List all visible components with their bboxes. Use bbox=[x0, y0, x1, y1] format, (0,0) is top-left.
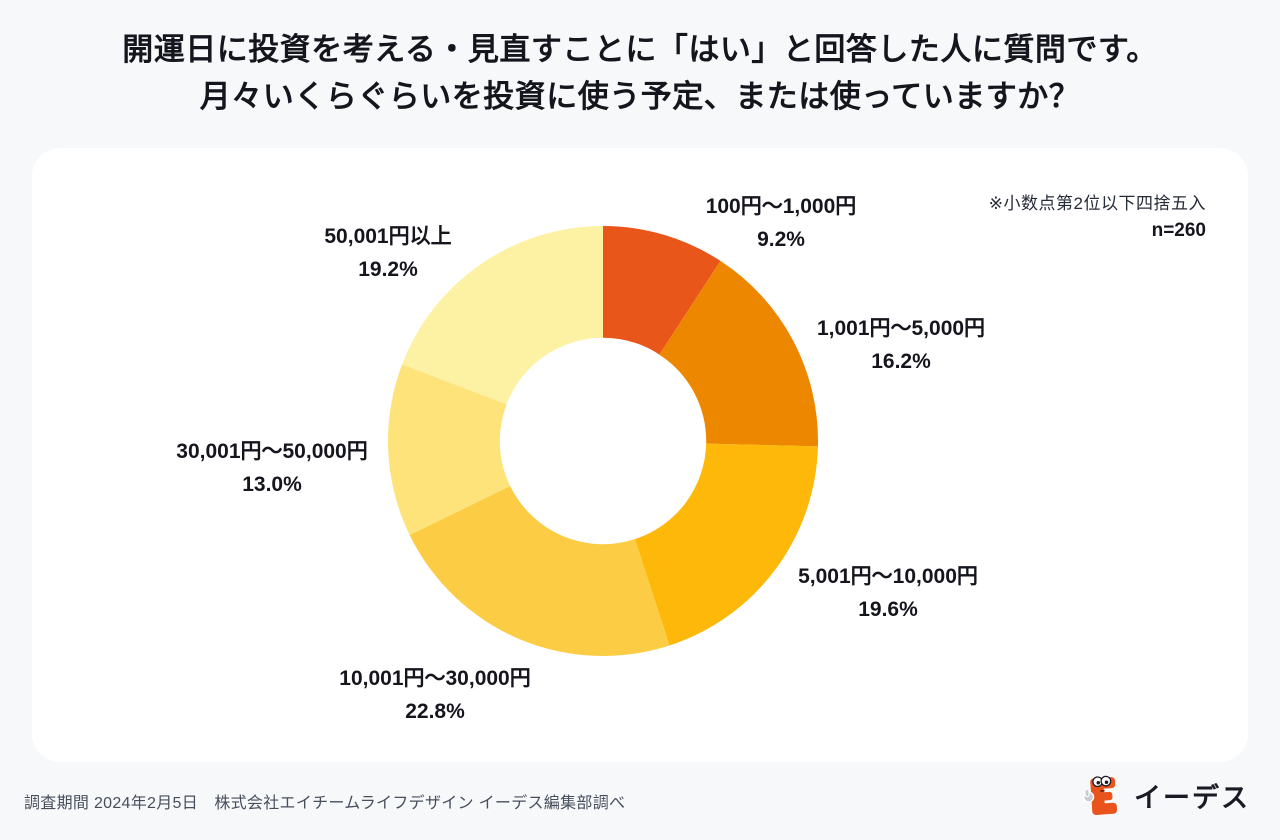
segment-range: 30,001円〜50,000円 bbox=[176, 440, 368, 463]
segment-percent: 13.0% bbox=[242, 473, 302, 496]
page-title-line2: 月々いくらぐらいを投資に使う予定、または使っていますか？ bbox=[199, 79, 1081, 114]
donut-segment bbox=[603, 226, 721, 355]
donut-chart bbox=[388, 226, 818, 656]
segment-range: 1,001円〜5,000円 bbox=[816, 317, 986, 340]
donut-segment bbox=[409, 486, 670, 656]
donut-segment bbox=[659, 260, 818, 447]
donut-segment bbox=[388, 364, 511, 535]
segment-label: 10,001円〜30,000円 22.8% bbox=[339, 662, 530, 728]
segment-percent: 19.6% bbox=[858, 598, 918, 621]
segment-label: 5,001円〜10,000円 19.6% bbox=[798, 560, 978, 626]
segment-percent: 9.2% bbox=[757, 228, 805, 251]
segment-label: 1,001円〜5,000円 16.2% bbox=[817, 312, 985, 378]
rounding-note: ※小数点第2位以下四捨五入 bbox=[988, 194, 1206, 213]
donut-segment bbox=[634, 443, 818, 646]
segment-percent: 22.8% bbox=[405, 700, 465, 723]
segment-percent: 16.2% bbox=[871, 350, 931, 373]
segment-range: 100円〜1,000円 bbox=[705, 195, 857, 218]
segment-range: 10,001円〜30,000円 bbox=[339, 667, 531, 690]
segment-label: 100円〜1,000円 9.2% bbox=[706, 190, 857, 256]
segment-percent: 19.2% bbox=[358, 258, 418, 281]
segment-range: 50,001円以上 bbox=[324, 225, 452, 248]
chart-note: ※小数点第2位以下四捨五入 n=260 bbox=[989, 189, 1206, 242]
survey-source: 調査期間 2024年2月5日 株式会社エイチームライフデザイン イーデス編集部調… bbox=[24, 795, 626, 812]
brand-logo: イーデス bbox=[1083, 770, 1250, 820]
page-title: 開運日に投資を考える・見直すことに「はい」と回答した人に質問です。 月々いくらぐ… bbox=[0, 26, 1280, 120]
edes-mascot-icon bbox=[1083, 775, 1118, 815]
segment-range: 5,001円〜10,000円 bbox=[798, 565, 978, 588]
sample-size: n=260 bbox=[1151, 220, 1206, 241]
segment-label: 30,001円〜50,000円 13.0% bbox=[176, 435, 367, 501]
brand-name: イーデス bbox=[1134, 782, 1250, 813]
segment-label: 50,001円以上 19.2% bbox=[324, 220, 451, 286]
page-title-line1: 開運日に投資を考える・見直すことに「はい」と回答した人に質問です。 bbox=[122, 32, 1158, 67]
donut-segment bbox=[402, 226, 603, 405]
